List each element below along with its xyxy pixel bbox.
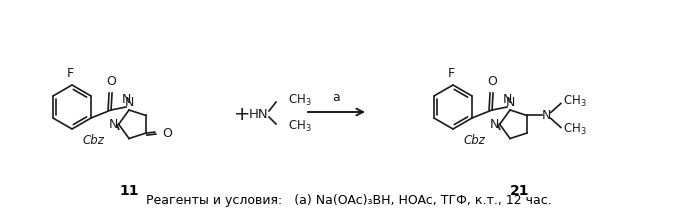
Text: a: a bbox=[333, 91, 341, 104]
Text: N: N bbox=[124, 96, 134, 109]
Text: +: + bbox=[234, 104, 251, 124]
Text: N: N bbox=[505, 96, 514, 109]
Text: HN: HN bbox=[248, 108, 268, 120]
Text: Cbz: Cbz bbox=[463, 134, 486, 147]
Text: N: N bbox=[108, 118, 118, 131]
Text: 11: 11 bbox=[119, 184, 138, 198]
Text: O: O bbox=[487, 75, 497, 88]
Text: CH$_3$: CH$_3$ bbox=[563, 94, 586, 109]
Text: F: F bbox=[447, 67, 454, 80]
Text: CH$_3$: CH$_3$ bbox=[288, 118, 312, 134]
Text: Реагенты и условия:   (а) Na(OAc)₃BH, HOAc, ТГФ, к.т., 12 час.: Реагенты и условия: (а) Na(OAc)₃BH, HOAc… bbox=[146, 194, 552, 207]
Text: O: O bbox=[162, 127, 172, 140]
Text: N: N bbox=[121, 93, 131, 106]
Text: Cbz: Cbz bbox=[83, 134, 105, 147]
Text: CH$_3$: CH$_3$ bbox=[563, 122, 586, 137]
Text: N: N bbox=[489, 118, 498, 131]
Text: 21: 21 bbox=[510, 184, 530, 198]
Text: N: N bbox=[542, 109, 551, 122]
Text: F: F bbox=[66, 67, 73, 80]
Text: N: N bbox=[503, 93, 512, 106]
Text: O: O bbox=[106, 75, 116, 88]
Text: CH$_3$: CH$_3$ bbox=[288, 92, 312, 108]
